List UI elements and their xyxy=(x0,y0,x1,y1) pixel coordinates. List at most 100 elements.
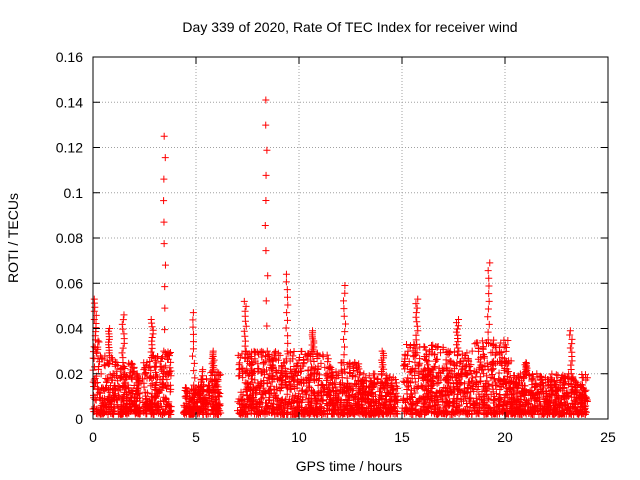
roti-point xyxy=(304,366,312,374)
roti-point xyxy=(505,357,513,365)
roti-point xyxy=(258,380,266,388)
roti-point xyxy=(249,368,257,376)
roti-point xyxy=(566,409,574,417)
roti-point xyxy=(472,410,480,418)
roti-point xyxy=(421,355,429,363)
roti-point xyxy=(158,409,166,417)
roti-point xyxy=(236,365,244,373)
roti-point xyxy=(244,396,252,404)
roti-point xyxy=(267,409,275,417)
roti-point xyxy=(110,391,118,399)
roti-point xyxy=(246,370,254,378)
roti-point xyxy=(353,368,361,376)
roti-point xyxy=(148,352,156,360)
roti-point xyxy=(130,363,138,371)
roti-point xyxy=(498,406,506,414)
roti-point xyxy=(264,373,272,381)
roti-point xyxy=(568,348,576,356)
roti-point xyxy=(283,347,291,355)
roti-point xyxy=(280,359,288,367)
roti-point xyxy=(450,370,458,378)
roti-point xyxy=(418,383,426,391)
roti-point xyxy=(135,403,143,411)
roti-point xyxy=(340,297,348,305)
roti-point xyxy=(555,410,563,418)
roti-point xyxy=(262,121,270,129)
roti-point xyxy=(290,347,298,355)
roti-point xyxy=(118,405,126,413)
roti-point xyxy=(262,390,270,398)
roti-point xyxy=(108,403,116,411)
roti-point xyxy=(522,358,530,366)
roti-point xyxy=(159,353,167,361)
roti-point xyxy=(424,365,432,373)
roti-point xyxy=(158,379,166,387)
roti-point xyxy=(358,407,366,415)
roti-point xyxy=(269,365,277,373)
roti-point xyxy=(435,368,443,376)
roti-point xyxy=(162,402,170,410)
roti-point xyxy=(100,385,108,393)
roti-point xyxy=(369,383,377,391)
roti-point xyxy=(340,312,348,320)
roti-point xyxy=(214,410,222,418)
roti-point xyxy=(238,350,246,358)
roti-point xyxy=(504,336,512,344)
roti-point xyxy=(341,343,349,351)
roti-point xyxy=(133,397,141,405)
y-tick-label: 0.16 xyxy=(56,49,83,65)
roti-point xyxy=(340,335,348,343)
roti-point xyxy=(459,365,467,373)
roti-point xyxy=(206,376,214,384)
roti-point xyxy=(391,395,399,403)
roti-point xyxy=(198,375,206,383)
roti-point xyxy=(281,364,289,372)
roti-point xyxy=(268,404,276,412)
roti-point xyxy=(501,397,509,405)
roti-point xyxy=(247,386,255,394)
roti-point xyxy=(466,397,474,405)
roti-point xyxy=(146,372,154,380)
roti-point xyxy=(310,391,318,399)
roti-point xyxy=(209,402,217,410)
roti-point xyxy=(497,378,505,386)
roti-point xyxy=(316,387,324,395)
roti-point xyxy=(282,382,290,390)
roti-point xyxy=(442,356,450,364)
roti-point xyxy=(504,360,512,368)
roti-point xyxy=(484,267,492,275)
roti-point xyxy=(136,407,144,415)
roti-point xyxy=(430,397,438,405)
roti-point xyxy=(151,394,159,402)
roti-point xyxy=(422,409,430,417)
roti-point xyxy=(409,404,417,412)
roti-point xyxy=(411,349,419,357)
roti-point xyxy=(92,349,100,357)
roti-point xyxy=(241,332,249,340)
roti-point xyxy=(433,343,441,351)
roti-point xyxy=(90,315,98,323)
roti-point xyxy=(282,278,290,286)
roti-point xyxy=(332,383,340,391)
roti-point xyxy=(334,410,342,418)
roti-point xyxy=(375,400,383,408)
roti-point xyxy=(454,352,462,360)
roti-point xyxy=(352,400,360,408)
roti-point xyxy=(503,379,511,387)
roti-point xyxy=(387,381,395,389)
roti-point xyxy=(412,300,420,308)
roti-point xyxy=(203,386,211,394)
roti-point xyxy=(125,409,133,417)
roti-point xyxy=(189,352,197,360)
roti-point xyxy=(302,388,310,396)
roti-point xyxy=(313,390,321,398)
roti-point xyxy=(162,384,170,392)
roti-point xyxy=(369,370,377,378)
roti-point xyxy=(161,261,169,269)
roti-point xyxy=(452,399,460,407)
roti-point xyxy=(242,353,250,361)
roti-point xyxy=(190,381,198,389)
roti-point xyxy=(278,362,286,370)
roti-point xyxy=(116,410,124,418)
roti-point xyxy=(199,366,207,374)
